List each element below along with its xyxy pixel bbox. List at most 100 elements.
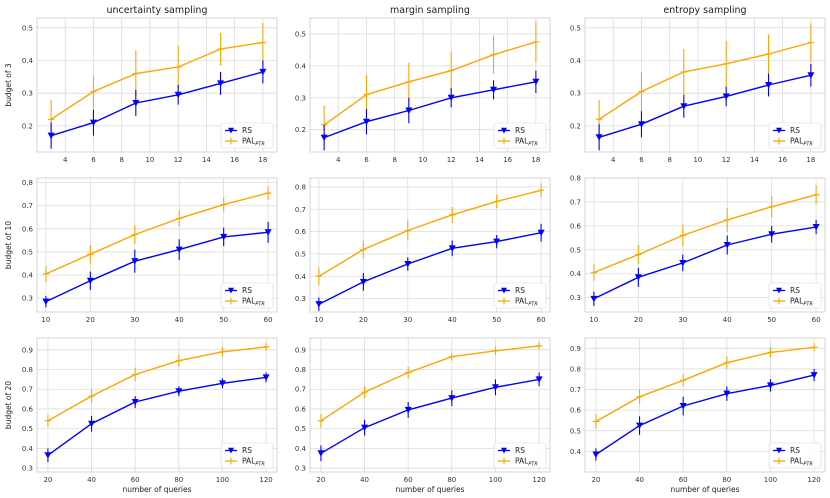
pal-ptr-line bbox=[323, 41, 537, 126]
rs-line bbox=[45, 231, 269, 303]
pal-ptr-line bbox=[45, 192, 269, 275]
axes-frame bbox=[309, 177, 551, 313]
rs-point bbox=[44, 452, 52, 459]
y-tick-label: 0.5 bbox=[295, 30, 306, 38]
subplot-1-3: 0.2 0.3 0.4 0.5 4 6 8 10 12 14 16 18 entropy samplin… bbox=[570, 5, 826, 164]
y-axis-label: budget of 20 bbox=[4, 381, 13, 429]
x-tick-label: 60 bbox=[537, 316, 546, 324]
y-tick-label: 0.5 bbox=[22, 248, 33, 256]
x-tick-label: 60 bbox=[404, 476, 413, 484]
y-tick-label: 0.2 bbox=[570, 122, 581, 130]
legend: RS PALPTR bbox=[768, 122, 822, 149]
series-rs bbox=[47, 60, 267, 149]
x-tick-label: 60 bbox=[812, 316, 821, 324]
x-tick-label: 18 bbox=[806, 156, 815, 164]
rs-point bbox=[447, 94, 455, 102]
x-tick-label: 100 bbox=[489, 476, 502, 484]
y-tick-label: 0.7 bbox=[295, 386, 306, 394]
rs-line bbox=[320, 378, 540, 454]
x-tick-label: 6 bbox=[91, 156, 96, 164]
legend-pal-label: PALPTR bbox=[515, 137, 538, 148]
x-tick-label: 14 bbox=[475, 156, 484, 164]
rs-point bbox=[220, 233, 228, 241]
x-tick-label: 40 bbox=[87, 476, 96, 484]
rs-point bbox=[766, 382, 774, 389]
axes-frame bbox=[584, 17, 826, 153]
series-rs bbox=[590, 219, 820, 307]
rs-point bbox=[634, 274, 642, 281]
x-tick-label: 14 bbox=[750, 156, 759, 164]
legend-rs-marker bbox=[228, 127, 234, 134]
y-axis-label: budget of 10 bbox=[4, 221, 13, 269]
y-tick-label: 0.7 bbox=[570, 198, 581, 206]
rs-point bbox=[535, 376, 543, 383]
legend: RS PALPTR bbox=[768, 442, 822, 469]
rs-point bbox=[317, 450, 325, 457]
legend-rs-label: RS bbox=[515, 286, 525, 295]
legend-pal-subscript: PTR bbox=[528, 462, 538, 468]
axes-frame bbox=[309, 337, 551, 473]
y-tick-label: 0.8 bbox=[570, 365, 581, 373]
rs-point bbox=[315, 301, 323, 308]
x-tick-label: 4 bbox=[611, 156, 616, 164]
x-tick-label: 120 bbox=[259, 476, 272, 484]
legend: RS PALPTR bbox=[220, 122, 274, 149]
rs-point bbox=[532, 78, 540, 86]
y-tick-label: 0.5 bbox=[295, 250, 306, 258]
rs-point bbox=[131, 399, 139, 406]
x-tick-label: 8 bbox=[392, 156, 396, 164]
rs-line bbox=[323, 81, 537, 139]
legend-pal-subscript: PTR bbox=[528, 302, 538, 308]
rs-point bbox=[218, 380, 226, 387]
rs-point bbox=[448, 395, 456, 402]
y-tick-label: 0.6 bbox=[295, 405, 307, 413]
rs-point bbox=[637, 121, 645, 128]
x-tick-label: 40 bbox=[448, 316, 457, 324]
x-tick-label: 20 bbox=[43, 476, 52, 484]
pal-ptr-line bbox=[595, 346, 815, 423]
legend-box bbox=[220, 282, 274, 309]
x-tick-label: 60 bbox=[679, 476, 688, 484]
legend-rs-marker bbox=[501, 447, 507, 454]
y-tick-label: 0.6 bbox=[570, 222, 582, 230]
rs-point bbox=[810, 372, 818, 379]
y-tick-label: 0.3 bbox=[570, 90, 581, 98]
y-tick-label: 0.4 bbox=[570, 270, 582, 278]
x-tick-label: 20 bbox=[316, 476, 325, 484]
rs-point bbox=[262, 374, 270, 381]
axes-frame bbox=[309, 17, 551, 153]
legend-rs-label: RS bbox=[790, 446, 800, 455]
rs-point bbox=[361, 424, 369, 432]
y-tick-label: 0.4 bbox=[22, 272, 34, 280]
x-tick-label: 20 bbox=[591, 476, 600, 484]
rs-point bbox=[491, 384, 499, 391]
legend-pal-label: PALPTR bbox=[790, 457, 813, 468]
x-tick-label: 120 bbox=[807, 476, 820, 484]
pal-ptr-line bbox=[50, 41, 264, 120]
y-tick-label: 0.9 bbox=[22, 346, 33, 354]
rs-point bbox=[42, 298, 50, 306]
rs-point bbox=[404, 260, 412, 268]
axes-frame bbox=[36, 177, 278, 313]
rs-line bbox=[47, 376, 267, 456]
series-rs bbox=[592, 368, 818, 461]
x-tick-label: 30 bbox=[403, 316, 412, 324]
x-tick-label: 12 bbox=[174, 156, 183, 164]
x-tick-label: 14 bbox=[202, 156, 211, 164]
y-tick-label: 0.5 bbox=[295, 425, 306, 433]
axes-frame bbox=[584, 337, 826, 473]
rs-point bbox=[679, 259, 687, 267]
legend-rs-label: RS bbox=[515, 446, 525, 455]
x-tick-label: 8 bbox=[667, 156, 671, 164]
legend-rs-label: RS bbox=[515, 126, 525, 135]
rs-point bbox=[264, 229, 272, 236]
x-tick-label: 10 bbox=[418, 156, 427, 164]
legend: RS PALPTR bbox=[220, 442, 274, 469]
legend: RS PALPTR bbox=[220, 282, 274, 309]
rs-point bbox=[595, 134, 603, 141]
series-pal-ptr bbox=[42, 186, 272, 282]
y-tick-label: 0.3 bbox=[295, 465, 306, 473]
x-tick-label: 40 bbox=[723, 316, 732, 324]
x-tick-label: 4 bbox=[63, 156, 68, 164]
